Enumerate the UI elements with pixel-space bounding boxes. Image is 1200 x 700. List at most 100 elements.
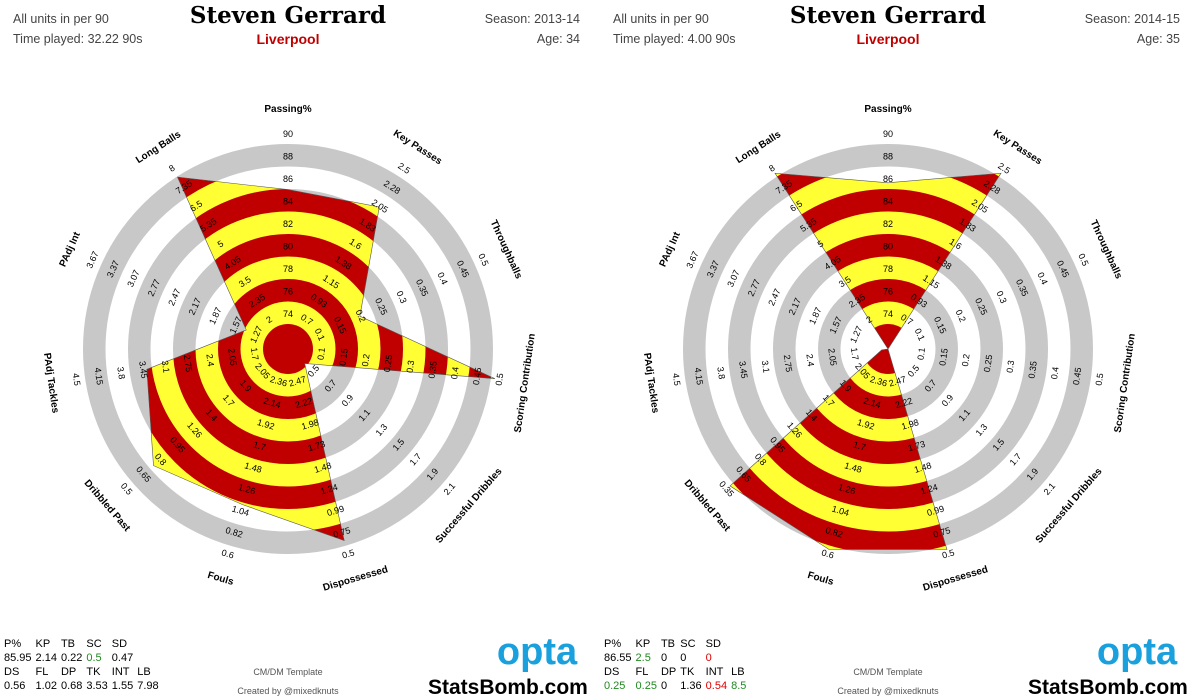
tick-label: 1.73 xyxy=(907,439,927,454)
tick-label: 0.2 xyxy=(960,353,972,367)
stat-header: DP xyxy=(660,666,677,678)
tick-label: 1.24 xyxy=(319,482,339,497)
stat-value: 0 xyxy=(705,652,712,664)
stat-header: P% xyxy=(4,638,22,650)
radar-outline xyxy=(146,176,496,541)
axis-label: Key Passes xyxy=(991,128,1044,168)
stats-grid: P% KP TB SC SD 85.95 2.14 0.22 0.5 0.47 DS FL DP TK IN… xyxy=(4,637,163,693)
tick-label: 88 xyxy=(283,152,293,162)
tick-label: 0.3 xyxy=(394,289,408,305)
tick-label: 5 xyxy=(816,238,826,249)
statsbomb-brand: StatsBomb.com xyxy=(428,676,588,699)
club-name: Liverpool xyxy=(856,31,920,47)
stats-grid: P% KP TB SC SD 86.55 2.5 0 0 0 DS FL DP TK INT LB 0.25 0.… xyxy=(604,637,750,693)
stat-value: 0.22 xyxy=(60,652,83,664)
tick-label: 4.5 xyxy=(671,373,683,387)
tick-label: 74 xyxy=(283,309,293,319)
axis-label: Dispossessed xyxy=(322,564,390,594)
tick-label: 0.82 xyxy=(224,525,244,540)
stat-header: TB xyxy=(660,638,676,650)
tick-label: 0.1 xyxy=(913,327,927,343)
stat-value: 0.68 xyxy=(60,680,83,692)
stat-header: TB xyxy=(60,638,76,650)
axis-label: Scoring Contribution xyxy=(1113,333,1138,434)
tick-label: 0.5 xyxy=(1076,252,1090,268)
stat-value: 3.53 xyxy=(86,680,108,692)
tick-label: 2.75 xyxy=(182,354,194,373)
axis-label: Passing% xyxy=(264,104,311,115)
axis-label: PAdj Int xyxy=(658,230,684,269)
tick-label: 0.3 xyxy=(994,289,1008,305)
tick-label: 1.87 xyxy=(207,306,223,326)
tick-label: 88 xyxy=(883,152,893,162)
stat-value: 0.25 xyxy=(635,680,657,692)
stat-value: 1.02 xyxy=(35,680,57,692)
stat-value: 2.5 xyxy=(635,652,651,664)
stat-value: 0.54 xyxy=(705,680,728,692)
stat-value: 86.55 xyxy=(604,652,632,664)
tick-label: 2.14 xyxy=(862,396,882,411)
stat-value: 8.5 xyxy=(731,680,747,692)
tick-label: 1.7 xyxy=(1008,451,1024,467)
tick-label: 0.99 xyxy=(926,504,946,519)
tick-label: 2.05 xyxy=(826,348,838,367)
tick-label: 80 xyxy=(283,242,293,252)
stat-value: 0.47 xyxy=(111,652,134,664)
tick-label: 0.2 xyxy=(360,353,372,367)
stat-header: SD xyxy=(705,638,721,650)
tick-label: 0.15 xyxy=(937,348,949,367)
tick-label: 2.47 xyxy=(166,287,182,307)
tick-label: 2 xyxy=(264,314,274,325)
player-name: Steven Gerrard xyxy=(789,2,987,29)
band-red xyxy=(730,173,1001,550)
tick-label: 1.04 xyxy=(231,504,251,519)
tick-label: 1.26 xyxy=(237,482,257,497)
stat-header: KP xyxy=(635,638,651,650)
stat-value: 1.55 xyxy=(111,680,134,692)
tick-label: 84 xyxy=(283,197,293,207)
tick-label: 2.5 xyxy=(396,161,412,176)
radar-outline xyxy=(729,172,1002,550)
tick-label: 0.9 xyxy=(340,392,356,408)
tick-label: 1.98 xyxy=(900,417,920,432)
tick-label: 0.75 xyxy=(932,525,952,540)
tick-label: 1.48 xyxy=(913,460,933,475)
tick-label: 1.48 xyxy=(843,460,863,475)
tick-label: 1.92 xyxy=(856,417,876,432)
stat-header: SC xyxy=(86,638,102,650)
radar-chart: 747678808284868890Passing%0.70.931.151.3… xyxy=(41,104,538,594)
axis-label: Scoring Contribution xyxy=(513,333,538,434)
band-core xyxy=(263,324,313,374)
tick-label: 0.4 xyxy=(1049,366,1061,380)
stat-header: INT xyxy=(111,666,130,678)
tick-label: 3.1 xyxy=(160,360,172,374)
tick-label: 0.6 xyxy=(220,547,235,560)
axis-label: Throughballs xyxy=(488,218,524,281)
tick-label: 0.4 xyxy=(1035,271,1049,287)
axis-label: PAdj Int xyxy=(58,230,84,269)
tick-label: 1.87 xyxy=(807,306,823,326)
tick-label: 3.1 xyxy=(760,360,772,374)
axis-label: Fouls xyxy=(806,570,835,588)
tick-label: 2.36 xyxy=(869,374,889,389)
tick-label: 4.15 xyxy=(93,367,105,386)
tick-label: 3.8 xyxy=(715,366,727,380)
stat-header: INT xyxy=(705,666,724,678)
tick-label: 8 xyxy=(767,163,777,174)
stat-value: 0.56 xyxy=(4,680,26,692)
tick-label: 0.3 xyxy=(1005,360,1017,374)
stat-value: 7.98 xyxy=(137,680,159,692)
tick-label: 2.14 xyxy=(262,396,282,411)
credit-note: Created by @mixedknuts xyxy=(237,686,339,696)
tick-label: 0.15 xyxy=(337,348,349,367)
tick-label: 82 xyxy=(883,219,893,229)
radar-panel-2014-15: All units in per 90 Time played: 4.00 90… xyxy=(600,0,1200,700)
tick-label: 0.5 xyxy=(941,547,956,560)
stat-header: SD xyxy=(111,638,128,650)
tick-label: 0.75 xyxy=(332,525,352,540)
opta-logo: opta xyxy=(497,632,578,672)
stats-table: P% KP TB SC SD 86.55 2.5 0 0 0 DS FL DP TK INT LB 0.25 0.… xyxy=(604,637,750,693)
season-label: Season: 2014-15 xyxy=(1084,12,1180,26)
tick-label: 0.1 xyxy=(915,347,927,361)
